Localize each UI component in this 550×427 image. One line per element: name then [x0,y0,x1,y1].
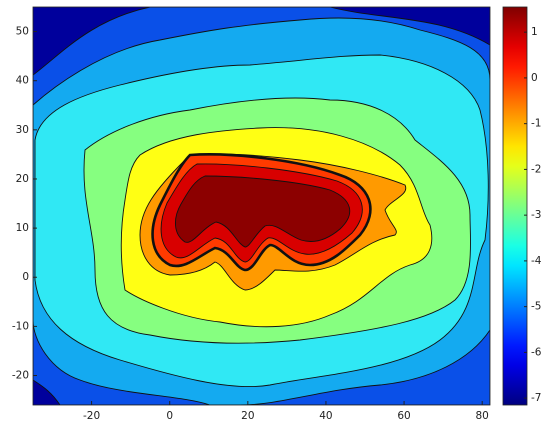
x-tick-label: 20 [241,410,254,422]
x-tick-label: 40 [319,410,332,422]
y-tick-label: 10 [16,222,29,234]
colorbar-tick-label: 1 [531,26,538,38]
y-tick-label: 40 [16,75,29,87]
y-tick-label: -10 [12,320,29,332]
x-tick-label: 80 [476,410,489,422]
y-tick-label: -20 [12,370,29,382]
colorbar-tick-label: -7 [531,392,541,404]
colorbar-tick-label: -6 [531,346,542,358]
colorbar [502,6,528,406]
plot-frame [32,6,491,406]
colorbar-tick-label: -3 [531,209,541,221]
colorbar-tick-label: -1 [531,118,541,130]
colorbar-tick-label: -2 [531,163,541,175]
colorbar-tick-label: -5 [531,301,541,313]
y-tick-label: 50 [16,26,29,38]
x-tick-label: 0 [166,410,173,422]
colorbar-tick-label: 0 [531,72,538,84]
contour-region [175,175,351,248]
y-tick-label: 20 [16,173,29,185]
x-tick-label: -20 [83,410,100,422]
contour-fills [33,7,490,405]
x-tick-label: 60 [397,410,410,422]
y-tick-label: 0 [22,271,29,283]
colorbar-tick-label: -4 [531,255,542,267]
y-tick-label: 30 [16,124,29,136]
